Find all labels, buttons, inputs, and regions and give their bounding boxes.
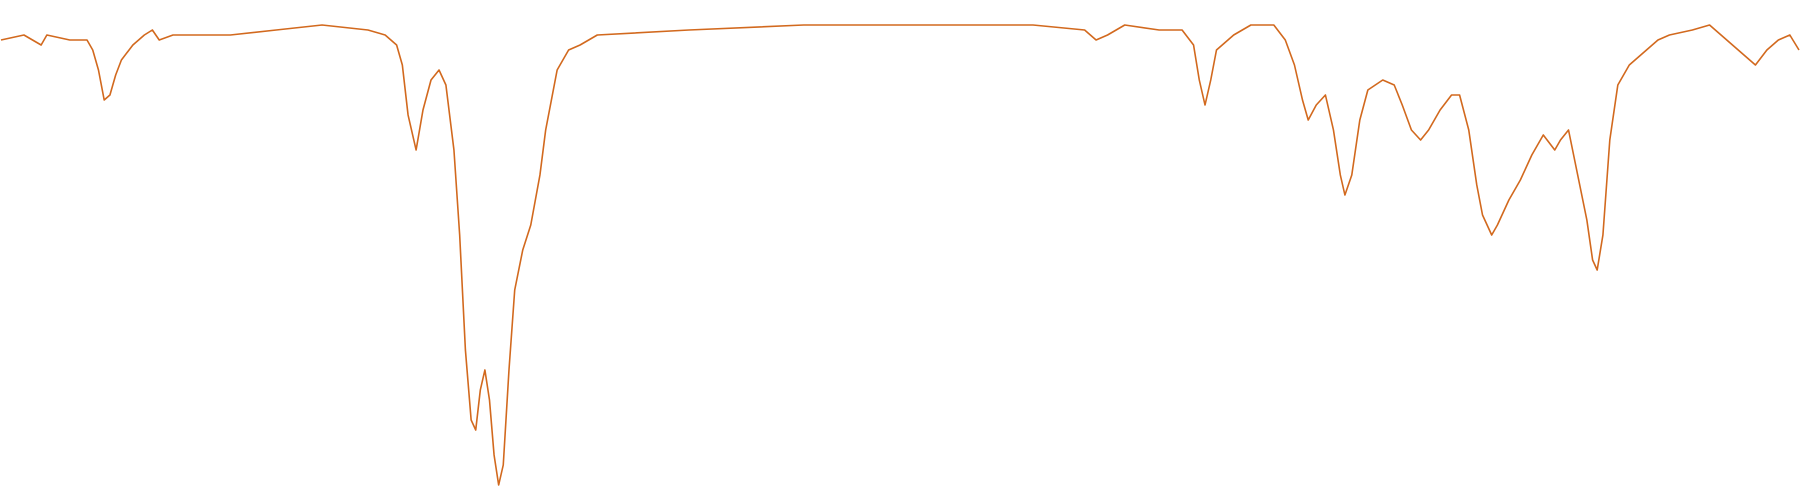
spectrum-line xyxy=(0,24,1800,486)
